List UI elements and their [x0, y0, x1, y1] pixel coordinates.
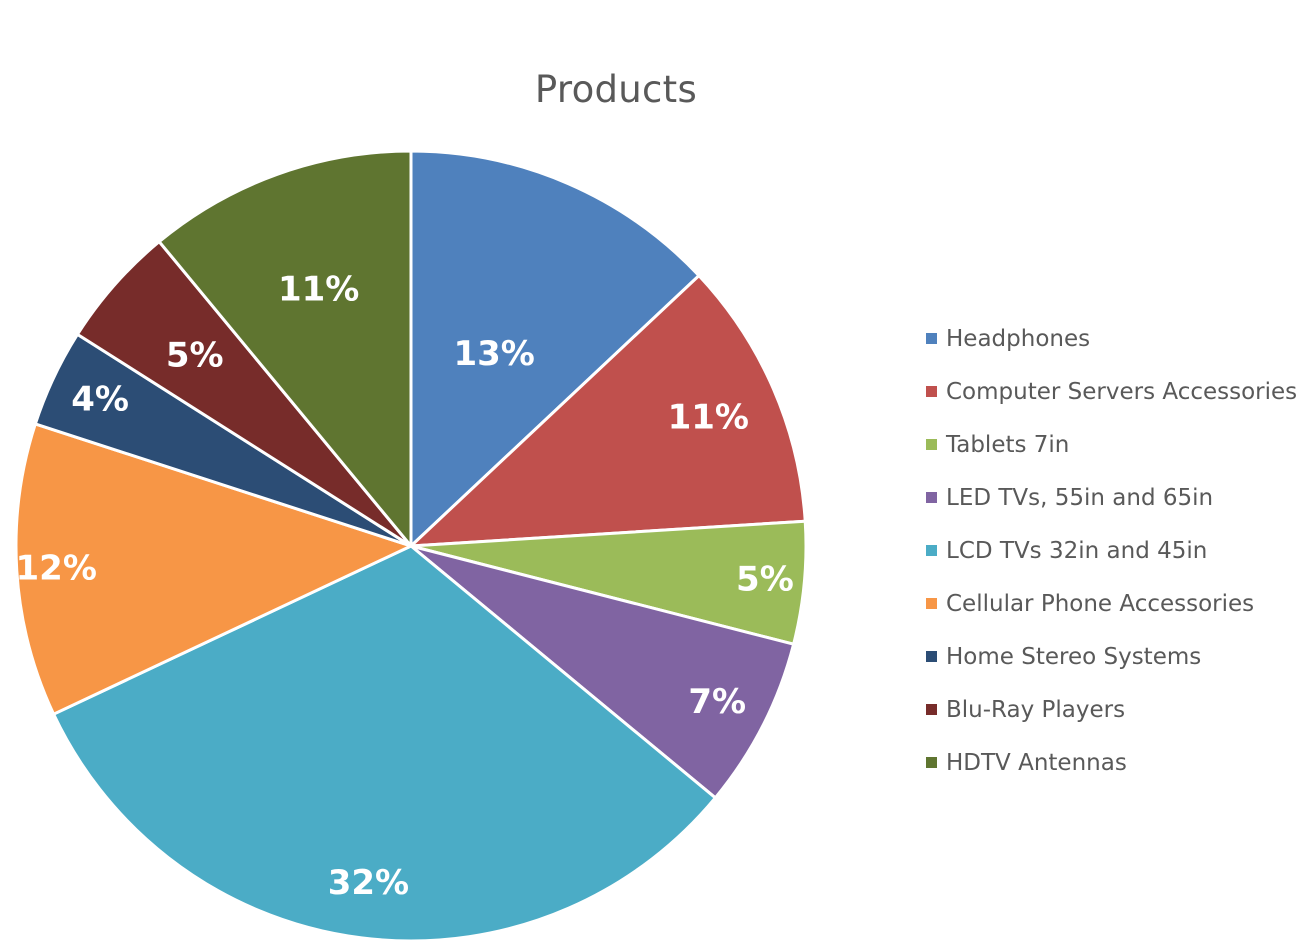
- legend-item-headphones: Headphones: [926, 312, 1296, 365]
- data-label-blu-ray-players: 5%: [166, 335, 224, 375]
- legend-swatch: [926, 439, 937, 450]
- pie-slice-lcd-tvs-32in-and-45in: [52, 544, 717, 943]
- legend-item-blu-ray-players: Blu-Ray Players: [926, 683, 1296, 736]
- legend-swatch: [926, 704, 937, 715]
- legend-swatch: [926, 757, 937, 768]
- data-label-cellular-phone-accessories: 12%: [16, 548, 97, 588]
- legend-label: LED TVs, 55in and 65in: [946, 484, 1214, 511]
- data-label-home-stereo-systems: 4%: [71, 380, 129, 420]
- legend-swatch: [926, 386, 937, 397]
- legend-label: Home Stereo Systems: [946, 643, 1202, 670]
- pie-slice-headphones: [409, 149, 701, 548]
- legend-label: LCD TVs 32in and 45in: [946, 537, 1208, 564]
- data-label-headphones: 13%: [453, 334, 534, 374]
- data-label-tablets-7in: 5%: [736, 559, 794, 599]
- data-label-lcd-tvs-32in-and-45in: 32%: [328, 863, 409, 903]
- pie-slice-led-tvs-55in-and-65in: [409, 544, 796, 800]
- pie-slices: [14, 149, 808, 943]
- legend-label: Blu-Ray Players: [946, 696, 1126, 723]
- data-label-computer-servers-accessories: 11%: [668, 397, 749, 437]
- legend-item-hdtv-antennas: HDTV Antennas: [926, 736, 1296, 789]
- pie-slice-hdtv-antennas: [157, 149, 413, 548]
- legend-swatch: [926, 651, 937, 662]
- legend-label: HDTV Antennas: [946, 749, 1127, 776]
- legend-label: Cellular Phone Accessories: [946, 590, 1255, 617]
- legend-item-tablets-7in: Tablets 7in: [926, 418, 1296, 471]
- chart-title: Products: [534, 68, 698, 111]
- legend-item-lcd-tvs-32in-and-45in: LCD TVs 32in and 45in: [926, 524, 1296, 577]
- legend-swatch: [926, 545, 937, 556]
- data-label-hdtv-antennas: 11%: [278, 270, 359, 310]
- legend-label: Tablets 7in: [946, 431, 1070, 458]
- data-label-led-tvs-55in-and-65in: 7%: [688, 682, 746, 722]
- legend-label: Computer Servers Accessories: [946, 378, 1298, 405]
- legend-item-home-stereo-systems: Home Stereo Systems: [926, 630, 1296, 683]
- chart-legend: Headphones Computer Servers Accessories Ta…: [926, 312, 1298, 789]
- pie-slice-cellular-phone-accessories: [14, 422, 413, 716]
- pie-data-labels: 13% 11% 5% 7% 32% 12% 4% 5% 11%: [16, 270, 794, 903]
- pie-slice-computer-servers-accessories: [409, 274, 807, 548]
- legend-label: Headphones: [946, 325, 1091, 352]
- legend-swatch: [926, 492, 937, 503]
- legend-swatch: [926, 598, 937, 609]
- legend-item-led-tvs-55in-and-65in: LED TVs, 55in and 65in: [926, 471, 1296, 524]
- legend-swatch: [926, 333, 937, 344]
- legend-item-computer-servers-accessories: Computer Servers Accessories: [926, 365, 1298, 418]
- legend-item-cellular-phone-accessories: Cellular Phone Accessories: [926, 577, 1296, 630]
